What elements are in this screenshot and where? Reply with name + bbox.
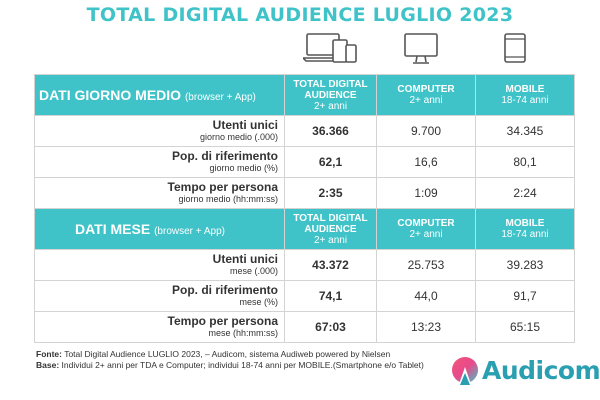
header-line: AUDIENCE — [304, 223, 357, 235]
section-header-mese: DATI MESE (browser + App) TOTAL DIGITAL … — [34, 208, 575, 250]
row-label: Pop. di riferimento mese (%) — [34, 280, 285, 312]
header-line: TOTAL DIGITAL — [293, 78, 368, 90]
section-title: DATI MESE (browser + App) — [34, 208, 285, 250]
value-tda: 74,1 — [284, 280, 377, 312]
value-computer: 25.753 — [376, 249, 476, 281]
row-label-sub: mese (%) — [239, 297, 278, 307]
row-label-main: Tempo per persona — [167, 314, 278, 328]
base-label: Base: — [36, 360, 60, 370]
section-note: (browser + App) — [184, 92, 256, 103]
logo-text: Audicom — [482, 356, 600, 385]
table-row: Pop. di riferimento mese (%) 74,1 44,0 9… — [34, 280, 575, 312]
value-mobile: 34.345 — [475, 115, 575, 147]
row-label-main: Tempo per persona — [167, 180, 278, 194]
header-line: TOTAL DIGITAL — [293, 212, 368, 224]
row-label-main: Pop. di riferimento — [171, 149, 278, 163]
table-row: Utenti unici giorno medio (.000) 36.366 … — [34, 115, 575, 147]
row-label-main: Utenti unici — [212, 118, 278, 132]
section-header-giorno-medio: DATI GIORNO MEDIO (browser + App) TOTAL … — [34, 74, 575, 116]
row-label: Utenti unici giorno medio (.000) — [34, 115, 285, 147]
value-tda: 43.372 — [284, 249, 377, 281]
header-total-digital-audience: TOTAL DIGITAL AUDIENCE 2+ anni — [284, 74, 377, 116]
row-label: Pop. di riferimento giorno medio (%) — [34, 146, 285, 178]
table-row: Pop. di riferimento giorno medio (%) 62,… — [34, 146, 575, 178]
table-row: Utenti unici mese (.000) 43.372 25.753 3… — [34, 249, 575, 281]
row-label-sub: giorno medio (.000) — [199, 132, 278, 142]
header-line: MOBILE — [505, 218, 545, 229]
table-row: Tempo per persona giorno medio (hh:mm:ss… — [34, 177, 575, 209]
value-tda: 67:03 — [284, 311, 377, 343]
audicom-logo-icon — [452, 357, 478, 387]
footer-base: Base: Individui 2+ anni per TDA e Comput… — [36, 360, 436, 371]
header-line: 2+ anni — [409, 95, 443, 106]
section-title: DATI GIORNO MEDIO (browser + App) — [34, 74, 285, 116]
header-computer: COMPUTER 2+ anni — [376, 74, 476, 116]
value-computer: 9.700 — [376, 115, 476, 147]
row-label: Tempo per persona giorno medio (hh:mm:ss… — [34, 177, 285, 209]
row-label: Tempo per persona mese (hh:mm:ss) — [34, 311, 285, 343]
row-label: Utenti unici mese (.000) — [34, 249, 285, 281]
row-label-sub: giorno medio (hh:mm:ss) — [178, 194, 278, 204]
value-mobile: 39.283 — [475, 249, 575, 281]
footer-notes: Fonte: Total Digital Audience LUGLIO 202… — [36, 349, 436, 371]
computer-monitor-icon — [404, 33, 438, 64]
section-name: DATI GIORNO MEDIO — [39, 87, 182, 103]
value-computer: 1:09 — [376, 177, 476, 209]
value-computer: 44,0 — [376, 280, 476, 312]
laptop-tablet-phone-icon — [303, 33, 357, 63]
header-line: MOBILE — [505, 84, 545, 95]
fonte-text: Total Digital Audience LUGLIO 2023, – Au… — [64, 349, 391, 359]
header-mobile: MOBILE 18-74 anni — [475, 208, 575, 250]
section-note: (browser + App) — [154, 226, 225, 237]
value-computer: 16,6 — [376, 146, 476, 178]
value-mobile: 2:24 — [475, 177, 575, 209]
base-text: Individui 2+ anni per TDA e Computer; in… — [61, 360, 424, 370]
header-line: COMPUTER — [397, 84, 455, 95]
header-line: 2+ anni — [313, 234, 348, 246]
header-line: 2+ anni — [409, 229, 443, 240]
header-line: 18-74 anni — [501, 229, 549, 240]
value-tda: 2:35 — [284, 177, 377, 209]
page-title: TOTAL DIGITAL AUDIENCE LUGLIO 2023 — [86, 4, 514, 26]
value-mobile: 80,1 — [475, 146, 575, 178]
header-computer: COMPUTER 2+ anni — [376, 208, 476, 250]
header-mobile: MOBILE 18-74 anni — [475, 74, 575, 116]
value-tda: 62,1 — [284, 146, 377, 178]
header-total-digital-audience: TOTAL DIGITAL AUDIENCE 2+ anni — [284, 208, 377, 250]
header-line: COMPUTER — [397, 218, 455, 229]
header-line: AUDIENCE — [304, 89, 357, 101]
value-tda: 36.366 — [284, 115, 377, 147]
value-computer: 13:23 — [376, 311, 476, 343]
row-label-main: Utenti unici — [212, 252, 278, 266]
section-name: DATI MESE — [75, 221, 151, 237]
mobile-devices-icon — [504, 33, 526, 63]
row-label-main: Pop. di riferimento — [171, 283, 278, 297]
audience-table: DATI GIORNO MEDIO (browser + App) TOTAL … — [34, 74, 575, 343]
fonte-label: Fonte: — [36, 349, 62, 359]
table-row: Tempo per persona mese (hh:mm:ss) 67:03 … — [34, 311, 575, 343]
footer-fonte: Fonte: Total Digital Audience LUGLIO 202… — [36, 349, 436, 360]
header-line: 18-74 anni — [501, 95, 549, 106]
value-mobile: 65:15 — [475, 311, 575, 343]
row-label-sub: mese (hh:mm:ss) — [208, 328, 278, 338]
row-label-sub: giorno medio (%) — [209, 163, 278, 173]
value-mobile: 91,7 — [475, 280, 575, 312]
row-label-sub: mese (.000) — [229, 266, 278, 276]
header-line: 2+ anni — [313, 100, 348, 112]
